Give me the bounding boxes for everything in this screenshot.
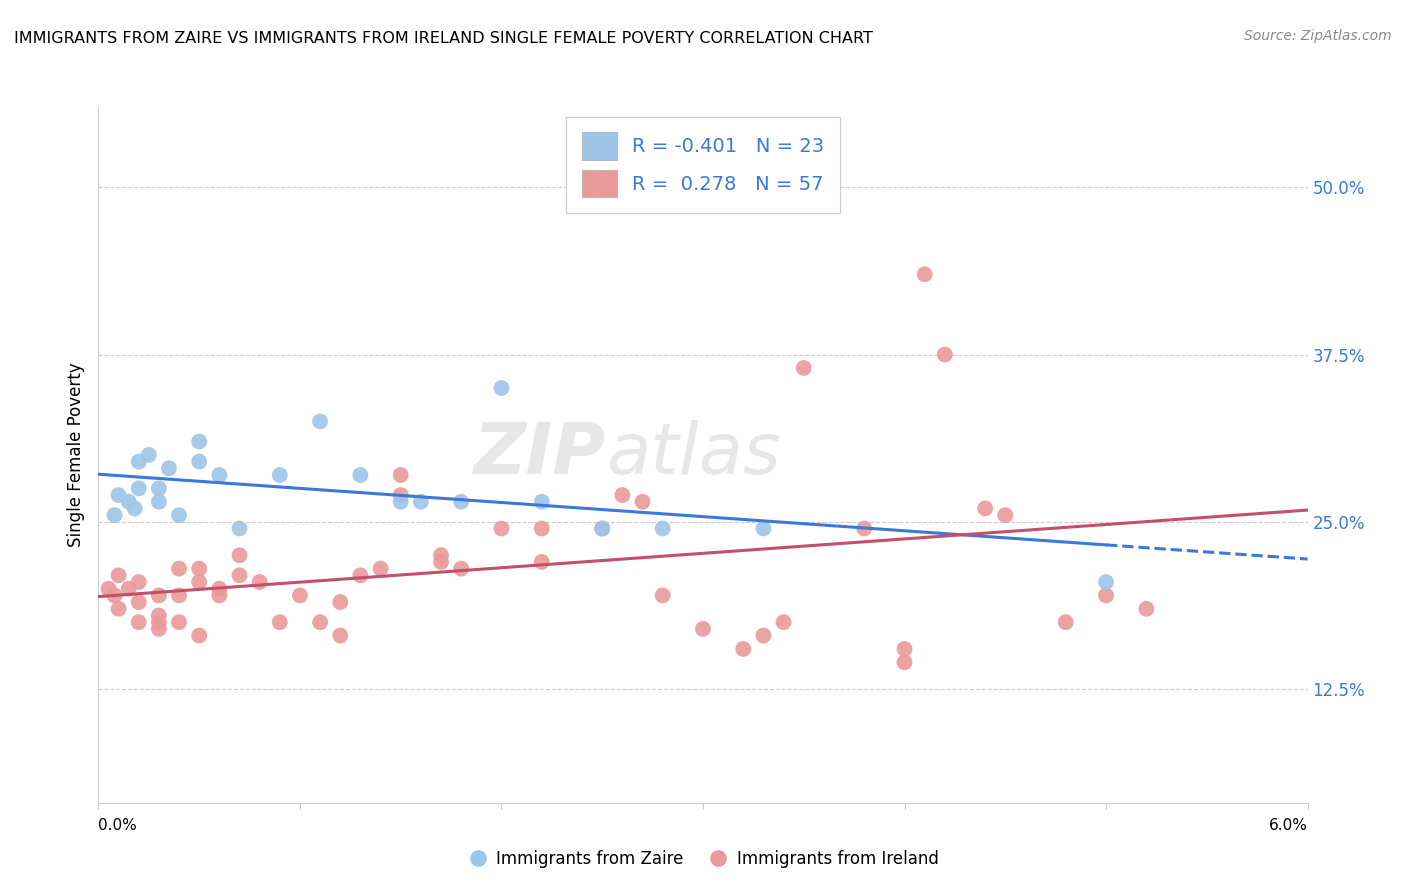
Point xyxy=(128,615,150,630)
Point xyxy=(491,381,513,395)
Point xyxy=(309,615,332,630)
Point xyxy=(188,628,211,642)
Legend: R = -0.401   N = 23, R =  0.278   N = 57: R = -0.401 N = 23, R = 0.278 N = 57 xyxy=(567,117,839,212)
Point xyxy=(148,615,170,630)
Point xyxy=(148,482,170,496)
Point xyxy=(389,494,412,508)
Point xyxy=(591,521,613,535)
Point xyxy=(188,455,211,469)
Point xyxy=(651,521,673,535)
Point xyxy=(752,521,775,535)
Point xyxy=(269,615,291,630)
Point xyxy=(228,548,250,563)
Point xyxy=(97,582,120,596)
Point xyxy=(409,494,432,508)
Point xyxy=(934,348,956,362)
Point xyxy=(974,501,997,516)
Point xyxy=(309,414,332,429)
Point xyxy=(228,521,250,535)
Point xyxy=(128,455,150,469)
Point xyxy=(208,468,231,483)
Point xyxy=(752,628,775,642)
Point xyxy=(167,589,190,603)
Point xyxy=(389,468,412,483)
Point xyxy=(1135,602,1157,616)
Point xyxy=(188,575,211,590)
Point xyxy=(148,622,170,636)
Point xyxy=(994,508,1017,523)
Point xyxy=(733,642,755,657)
Point xyxy=(118,494,141,508)
Point xyxy=(491,521,513,535)
Point xyxy=(124,501,146,516)
Point xyxy=(228,568,250,582)
Point xyxy=(450,562,472,576)
Text: ZIP: ZIP xyxy=(474,420,606,490)
Point xyxy=(208,589,231,603)
Point xyxy=(148,494,170,508)
Point xyxy=(103,589,125,603)
Point xyxy=(148,608,170,623)
Point xyxy=(1095,589,1118,603)
Text: atlas: atlas xyxy=(606,420,780,490)
Text: IMMIGRANTS FROM ZAIRE VS IMMIGRANTS FROM IRELAND SINGLE FEMALE POVERTY CORRELATI: IMMIGRANTS FROM ZAIRE VS IMMIGRANTS FROM… xyxy=(14,31,873,46)
Point xyxy=(651,589,673,603)
Point xyxy=(631,494,654,508)
Point xyxy=(530,521,553,535)
Point xyxy=(269,468,291,483)
Point xyxy=(157,461,180,475)
Point xyxy=(128,595,150,609)
Point xyxy=(167,615,190,630)
Point xyxy=(450,494,472,508)
Point xyxy=(107,602,129,616)
Point xyxy=(530,555,553,569)
Point xyxy=(208,582,231,596)
Point xyxy=(612,488,634,502)
Point xyxy=(893,642,915,657)
Y-axis label: Single Female Poverty: Single Female Poverty xyxy=(66,363,84,547)
Point xyxy=(138,448,160,462)
Point xyxy=(853,521,876,535)
Point xyxy=(1095,575,1118,590)
Point xyxy=(128,575,150,590)
Point xyxy=(167,508,190,523)
Legend: Immigrants from Zaire, Immigrants from Ireland: Immigrants from Zaire, Immigrants from I… xyxy=(461,844,945,875)
Point xyxy=(793,361,815,376)
Point xyxy=(692,622,714,636)
Point xyxy=(591,521,613,535)
Text: 0.0%: 0.0% xyxy=(98,818,138,832)
Point xyxy=(148,589,170,603)
Point xyxy=(349,568,371,582)
Point xyxy=(530,494,553,508)
Point xyxy=(430,555,453,569)
Point xyxy=(107,568,129,582)
Point xyxy=(128,482,150,496)
Point xyxy=(118,582,141,596)
Point xyxy=(914,268,936,282)
Text: 6.0%: 6.0% xyxy=(1268,818,1308,832)
Point xyxy=(349,468,371,483)
Point xyxy=(167,562,190,576)
Point xyxy=(329,595,352,609)
Point xyxy=(893,655,915,669)
Point xyxy=(107,488,129,502)
Point xyxy=(1054,615,1077,630)
Text: Source: ZipAtlas.com: Source: ZipAtlas.com xyxy=(1244,29,1392,43)
Point xyxy=(430,548,453,563)
Point xyxy=(188,434,211,449)
Point xyxy=(370,562,392,576)
Point xyxy=(389,488,412,502)
Point xyxy=(288,589,311,603)
Point xyxy=(249,575,271,590)
Point xyxy=(103,508,125,523)
Point xyxy=(329,628,352,642)
Point xyxy=(772,615,794,630)
Point xyxy=(188,562,211,576)
